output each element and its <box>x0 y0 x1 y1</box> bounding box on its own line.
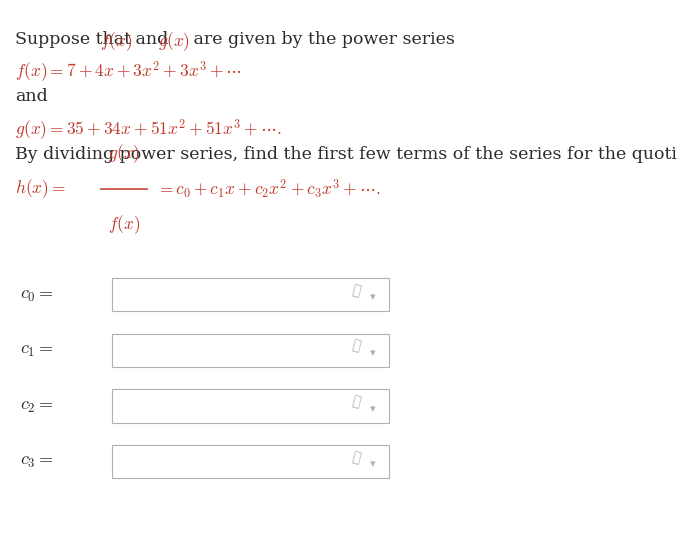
FancyBboxPatch shape <box>112 445 389 478</box>
Text: and: and <box>15 88 47 106</box>
Text: $= c_0 + c_1 x + c_2 x^2 + c_3 x^3 + \cdots.$: $= c_0 + c_1 x + c_2 x^2 + c_3 x^3 + \cd… <box>156 177 380 201</box>
Text: $c_3 =$: $c_3 =$ <box>20 453 53 470</box>
FancyBboxPatch shape <box>112 389 389 423</box>
Text: $f(x)$: $f(x)$ <box>100 31 133 53</box>
Text: ✎: ✎ <box>350 338 362 354</box>
FancyBboxPatch shape <box>112 334 389 367</box>
Text: ✎: ✎ <box>350 394 362 409</box>
Text: $c_2 =$: $c_2 =$ <box>20 397 53 415</box>
Text: and: and <box>130 31 174 48</box>
Text: By dividing power series, find the first few terms of the series for the quotien: By dividing power series, find the first… <box>15 146 677 163</box>
Text: $c_0 =$: $c_0 =$ <box>20 286 53 304</box>
Text: $g(x) = 35 + 34x + 51x^2 + 51x^3 + \cdots.$: $g(x) = 35 + 34x + 51x^2 + 51x^3 + \cdot… <box>15 117 282 142</box>
Text: ✎: ✎ <box>350 282 362 298</box>
Text: $f(x)$: $f(x)$ <box>108 213 140 236</box>
Text: $h(x) =$: $h(x) =$ <box>15 178 66 200</box>
Text: ▾: ▾ <box>370 292 376 302</box>
FancyBboxPatch shape <box>112 278 389 311</box>
Text: ▾: ▾ <box>370 459 376 469</box>
Text: ✎: ✎ <box>350 449 362 465</box>
Text: ▾: ▾ <box>370 404 376 414</box>
Text: ▾: ▾ <box>370 348 376 358</box>
Text: are given by the power series: are given by the power series <box>188 31 455 48</box>
Text: $g(x)$: $g(x)$ <box>158 31 190 53</box>
Text: $g(x)$: $g(x)$ <box>108 142 140 165</box>
Text: $f(x) = 7 + 4x + 3x^2 + 3x^3 + \cdots$: $f(x) = 7 + 4x + 3x^2 + 3x^3 + \cdots$ <box>15 59 242 85</box>
Text: Suppose that: Suppose that <box>15 31 136 48</box>
Text: $c_1 =$: $c_1 =$ <box>20 341 53 359</box>
